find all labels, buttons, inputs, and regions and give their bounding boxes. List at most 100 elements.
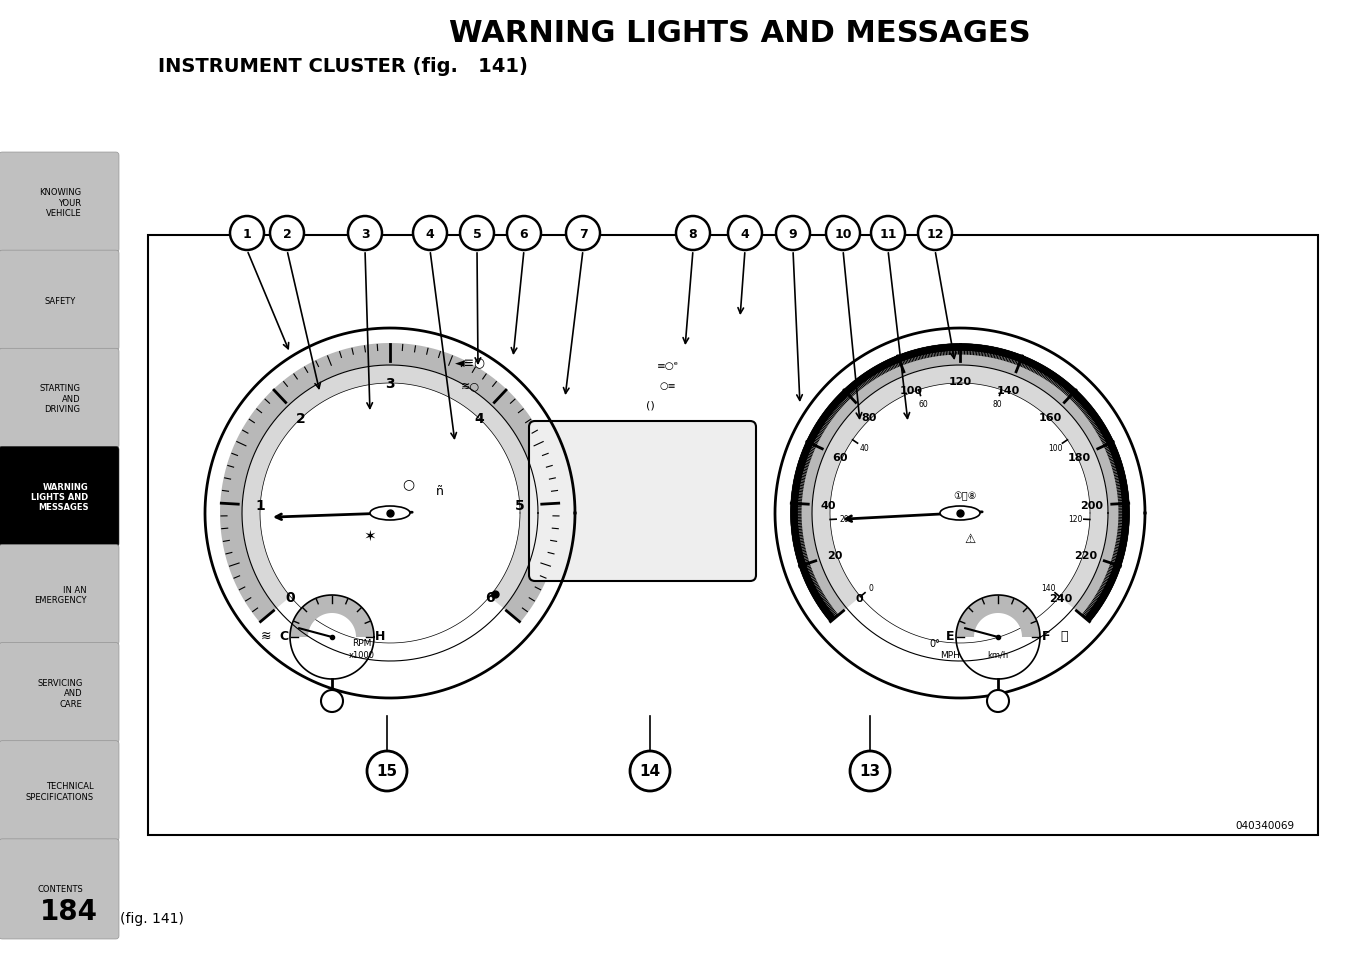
Text: 14: 14: [639, 763, 661, 779]
Text: 220: 220: [1073, 550, 1096, 560]
FancyBboxPatch shape: [0, 839, 119, 939]
FancyBboxPatch shape: [0, 643, 119, 743]
Polygon shape: [220, 344, 560, 622]
Text: 1: 1: [256, 499, 265, 513]
Text: 11: 11: [879, 227, 896, 240]
Polygon shape: [242, 366, 538, 609]
Circle shape: [347, 216, 383, 251]
Circle shape: [270, 216, 304, 251]
Text: 15: 15: [376, 763, 397, 779]
Text: 140: 140: [1041, 583, 1056, 593]
Text: RPM: RPM: [353, 639, 372, 648]
Circle shape: [918, 216, 952, 251]
Polygon shape: [790, 344, 1130, 622]
Text: 6: 6: [485, 590, 495, 604]
Text: 7: 7: [579, 227, 587, 240]
Text: 0°: 0°: [930, 639, 941, 648]
Text: 20: 20: [840, 515, 849, 524]
Text: x1000: x1000: [349, 650, 375, 659]
Text: H: H: [375, 629, 385, 641]
Text: ⛽: ⛽: [1060, 629, 1068, 641]
Text: 40: 40: [821, 500, 836, 511]
Circle shape: [230, 216, 264, 251]
Text: 0: 0: [285, 590, 295, 604]
FancyBboxPatch shape: [0, 349, 119, 449]
Text: 40: 40: [860, 444, 869, 453]
Text: 5: 5: [473, 227, 481, 240]
Text: 120: 120: [1068, 515, 1083, 524]
Text: 0: 0: [869, 583, 873, 593]
Text: 120: 120: [949, 376, 972, 387]
Text: 100: 100: [900, 386, 923, 395]
Text: km/h: km/h: [987, 650, 1009, 659]
Text: 60: 60: [833, 453, 848, 463]
Text: ○≡: ○≡: [660, 380, 676, 391]
Ellipse shape: [370, 506, 410, 520]
Circle shape: [871, 216, 904, 251]
Text: 13: 13: [860, 763, 880, 779]
FancyBboxPatch shape: [0, 545, 119, 645]
Text: ≡○ᵉ: ≡○ᵉ: [657, 360, 679, 371]
Text: ≋: ≋: [261, 629, 272, 641]
Text: (fig. 141): (fig. 141): [120, 911, 184, 925]
Circle shape: [460, 216, 493, 251]
Text: 6: 6: [519, 227, 529, 240]
Text: 60: 60: [918, 399, 927, 408]
Text: 0: 0: [854, 593, 863, 603]
Text: SERVICING
AND
CARE: SERVICING AND CARE: [38, 679, 82, 708]
Text: 4: 4: [475, 412, 484, 426]
Text: 80: 80: [861, 413, 877, 422]
Polygon shape: [813, 366, 1109, 609]
Circle shape: [412, 216, 448, 251]
Circle shape: [987, 690, 1009, 712]
Text: 4: 4: [426, 227, 434, 240]
Text: 80: 80: [992, 399, 1002, 408]
Text: 184: 184: [41, 897, 97, 925]
Text: 9: 9: [788, 227, 798, 240]
Text: ≋○: ≋○: [461, 380, 480, 391]
FancyBboxPatch shape: [0, 447, 119, 547]
Text: F: F: [1042, 629, 1051, 641]
Polygon shape: [956, 596, 1040, 638]
Circle shape: [320, 690, 343, 712]
Text: TECHNICAL
SPECIFICATIONS: TECHNICAL SPECIFICATIONS: [26, 781, 95, 801]
Text: 8: 8: [688, 227, 698, 240]
Circle shape: [507, 216, 541, 251]
Circle shape: [776, 216, 810, 251]
Text: 4: 4: [741, 227, 749, 240]
Text: 040340069: 040340069: [1236, 821, 1295, 830]
Text: ⚠: ⚠: [964, 532, 976, 545]
Text: 3: 3: [361, 227, 369, 240]
Text: STARTING
AND
DRIVING: STARTING AND DRIVING: [39, 384, 81, 414]
Text: ◄≡○: ◄≡○: [454, 357, 485, 370]
Text: WARNING
LIGHTS AND
MESSAGES: WARNING LIGHTS AND MESSAGES: [31, 482, 89, 512]
Text: 3: 3: [385, 376, 395, 391]
Text: 240: 240: [1049, 593, 1072, 603]
Text: INSTRUMENT CLUSTER (fig.   141): INSTRUMENT CLUSTER (fig. 141): [158, 56, 527, 75]
FancyBboxPatch shape: [0, 251, 119, 351]
Text: CONTENTS: CONTENTS: [37, 884, 82, 894]
Text: (): (): [646, 400, 654, 411]
Circle shape: [727, 216, 763, 251]
Text: 12: 12: [926, 227, 944, 240]
Circle shape: [826, 216, 860, 251]
Text: 2: 2: [296, 412, 306, 426]
Text: WARNING LIGHTS AND MESSAGES: WARNING LIGHTS AND MESSAGES: [449, 19, 1030, 49]
Text: 10: 10: [834, 227, 852, 240]
Text: 140: 140: [998, 386, 1021, 395]
Text: ñ: ñ: [437, 485, 443, 498]
Text: 5: 5: [515, 499, 525, 513]
Text: 100: 100: [1049, 444, 1063, 453]
Text: 2: 2: [283, 227, 292, 240]
Circle shape: [676, 216, 710, 251]
Text: IN AN
EMERGENCY: IN AN EMERGENCY: [34, 585, 87, 604]
Circle shape: [850, 751, 890, 791]
Text: KNOWING
YOUR
VEHICLE: KNOWING YOUR VEHICLE: [39, 188, 81, 217]
Text: ①Ⓟ⑧: ①Ⓟ⑧: [953, 491, 976, 500]
Text: MPH: MPH: [940, 650, 960, 659]
Circle shape: [366, 751, 407, 791]
Circle shape: [566, 216, 600, 251]
Text: E: E: [946, 629, 955, 641]
Text: 200: 200: [1080, 500, 1103, 511]
Text: ✶: ✶: [364, 528, 376, 543]
